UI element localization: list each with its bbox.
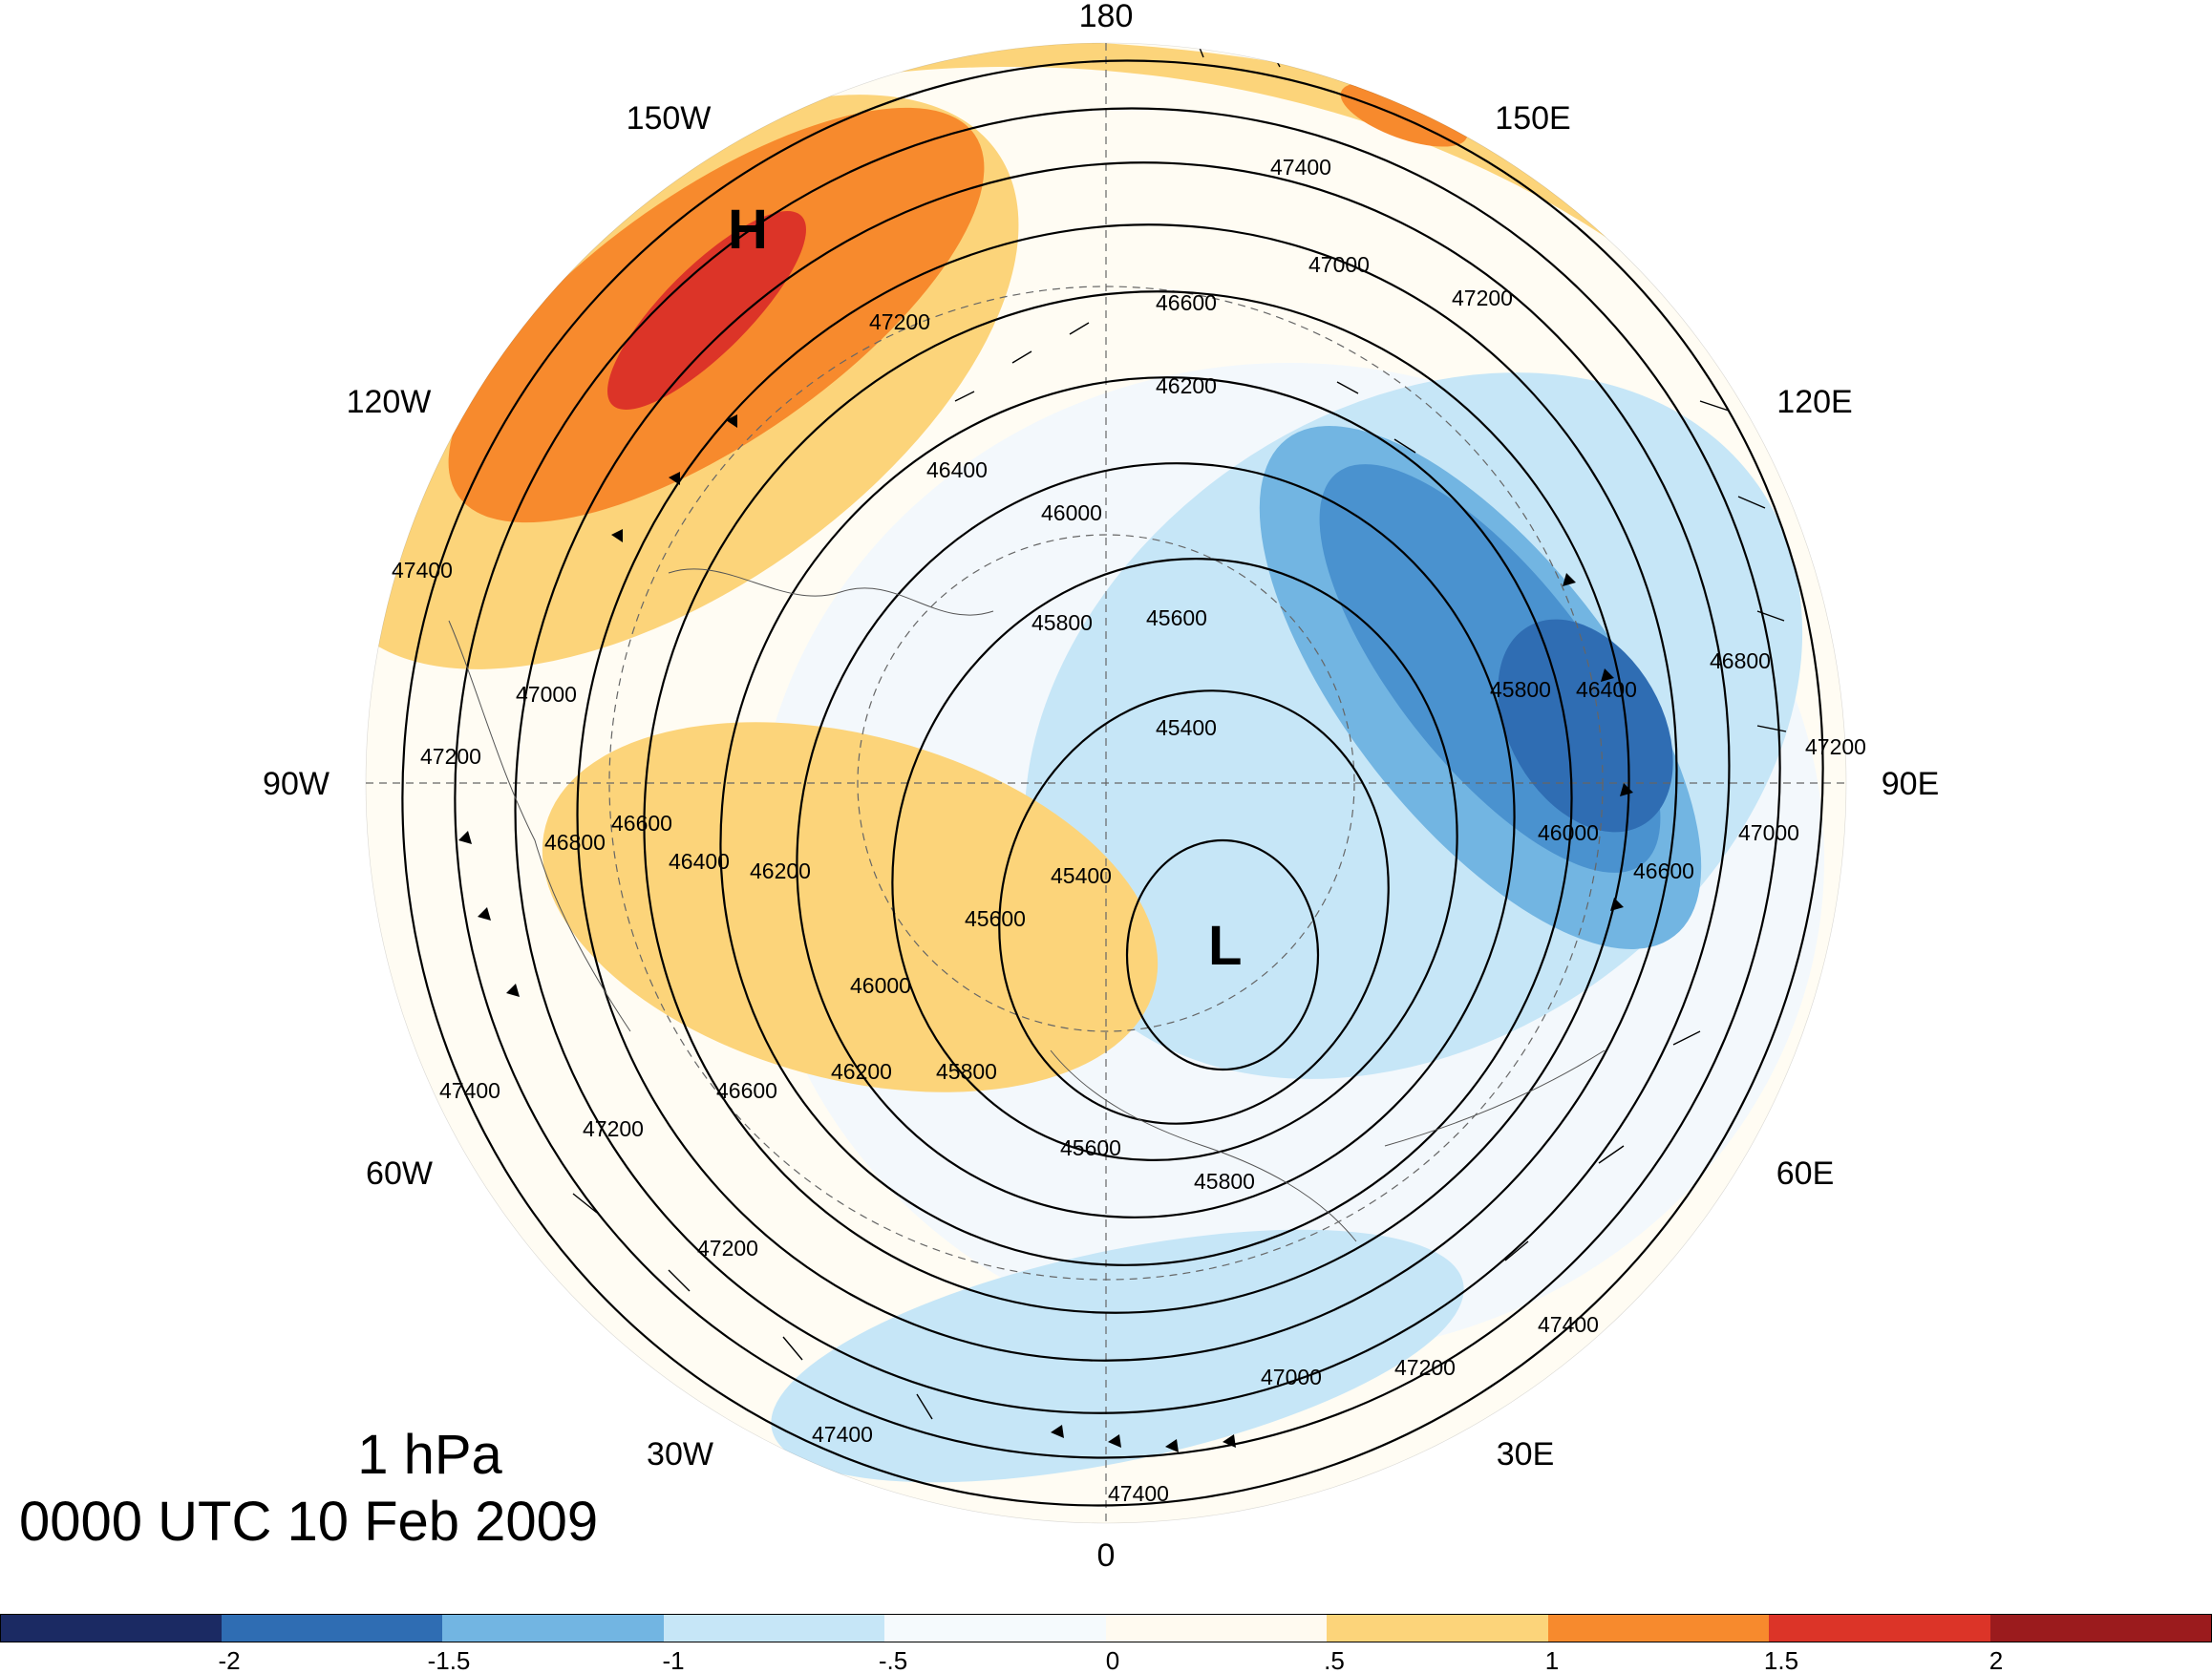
contour-label: 47400 [392, 558, 453, 583]
colorbar-segment [1769, 1614, 1990, 1642]
longitude-label: 120E [1776, 384, 1852, 420]
contour-label: 46200 [831, 1059, 892, 1084]
longitude-label: 180 [1079, 0, 1134, 34]
contour-label: 47400 [1108, 1481, 1169, 1506]
contour-label: 47000 [516, 682, 577, 707]
longitude-label: 0 [1097, 1537, 1116, 1574]
contour-label: 47000 [1738, 820, 1799, 845]
colorbar-tick-label: -2 [218, 1646, 240, 1674]
contour-label: 47200 [1452, 286, 1513, 310]
contour-label: 46000 [1538, 820, 1599, 845]
colorbar-tick-label: .5 [1324, 1646, 1345, 1674]
longitude-label: 30W [647, 1436, 713, 1473]
contour-label: 47400 [812, 1422, 873, 1447]
contour-label: 45600 [965, 906, 1026, 931]
colorbar-tick-label: 1 [1545, 1646, 1559, 1674]
contour-label: 46000 [1041, 500, 1102, 525]
contour-label: 46600 [1156, 290, 1217, 315]
map-border [365, 42, 1847, 1524]
longitude-label: 30E [1497, 1436, 1555, 1473]
contour-label: 47400 [1270, 155, 1331, 180]
contour-label: 47200 [1394, 1355, 1456, 1380]
colorbar-tick-label: -1 [662, 1646, 684, 1674]
longitude-label: 150E [1495, 100, 1570, 137]
anomaly-colorbar: -2 -1.5 -1 -.5 0 .5 1 1.5 2 [0, 1614, 2212, 1674]
contour-label: 47400 [439, 1078, 500, 1103]
high-pressure-marker: H [728, 199, 768, 261]
low-pressure-marker: L [1208, 915, 1242, 977]
colorbar-segment [1990, 1614, 2212, 1642]
contour-label: 46600 [1633, 858, 1694, 883]
height-contours [401, 59, 1824, 1507]
colorbar-tick-label: 1.5 [1764, 1646, 1798, 1674]
valid-time-title: 0000 UTC 10 Feb 2009 [19, 1491, 599, 1553]
contour-label: 45800 [936, 1059, 997, 1084]
longitude-label: 60W [366, 1155, 433, 1192]
colorbar-segment [222, 1614, 442, 1642]
colorbar-tick-label: -1.5 [428, 1646, 471, 1674]
colorbar-segment [1548, 1614, 1769, 1642]
contour-label: 46200 [750, 858, 811, 883]
contour-label: 45400 [1156, 715, 1217, 740]
contour-label: 47000 [1308, 252, 1370, 277]
contour-label-group: 47400 47000 47200 46600 46200 47200 4640… [392, 155, 1866, 1506]
contour-label: 46600 [611, 811, 672, 836]
contour-label: 45800 [1194, 1169, 1255, 1194]
longitude-label: 120W [347, 384, 432, 420]
contour-label: 47200 [583, 1116, 644, 1141]
contour-label: 46400 [1576, 677, 1637, 702]
positive-anomaly-northwest-core [607, 211, 806, 410]
contour-label: 46800 [544, 830, 606, 855]
longitude-label: 90W [263, 766, 330, 802]
contour-label: 45600 [1146, 605, 1207, 630]
contour-label: 46200 [1156, 373, 1217, 398]
colorbar-segment [664, 1614, 884, 1642]
contour-label: 46400 [926, 457, 988, 482]
colorbar-segment [0, 1614, 222, 1642]
contour-label: 47000 [1261, 1365, 1322, 1389]
contour-label: 46000 [850, 973, 911, 998]
contour-label: 45800 [1490, 677, 1551, 702]
contour-label: 45800 [1032, 610, 1093, 635]
contour-label: 46800 [1710, 648, 1771, 673]
colorbar-segment [1327, 1614, 1548, 1642]
pressure-level-title: 1 hPa [357, 1424, 502, 1486]
contour-label: 47200 [420, 744, 481, 769]
colorbar-tick-label: 2 [1989, 1646, 2003, 1674]
longitude-label: 90E [1882, 766, 1940, 802]
contour-label: 47200 [869, 309, 930, 334]
wind-flags [458, 414, 1633, 1452]
colorbar-tick-label: 0 [1106, 1646, 1119, 1674]
colorbar-segment [1106, 1614, 1327, 1642]
longitude-labels: 180 150E 120E 90E 60E 30E 0 30W 60W 90W … [263, 0, 1939, 1574]
negative-anomaly-band-south [771, 1229, 1464, 1483]
colorbar-segment [884, 1614, 1106, 1642]
graticule [366, 43, 1846, 1523]
longitude-label: 60E [1776, 1155, 1835, 1192]
contour-label: 45400 [1051, 863, 1112, 888]
contour-label: 47400 [1538, 1312, 1599, 1337]
positive-anomaly-west [542, 722, 1159, 1092]
contour-label: 46600 [716, 1078, 777, 1103]
contour-label: 47200 [697, 1236, 758, 1261]
longitude-label: 150W [627, 100, 712, 137]
colorbar-tick-label: -.5 [879, 1646, 907, 1674]
contour-label: 47200 [1805, 734, 1866, 759]
contour-label: 45600 [1060, 1135, 1121, 1160]
positive-anomaly-small-north [1340, 82, 1468, 147]
contour-label: 46400 [669, 849, 730, 874]
coastlines [448, 568, 1606, 1242]
colorbar-segment [442, 1614, 664, 1642]
